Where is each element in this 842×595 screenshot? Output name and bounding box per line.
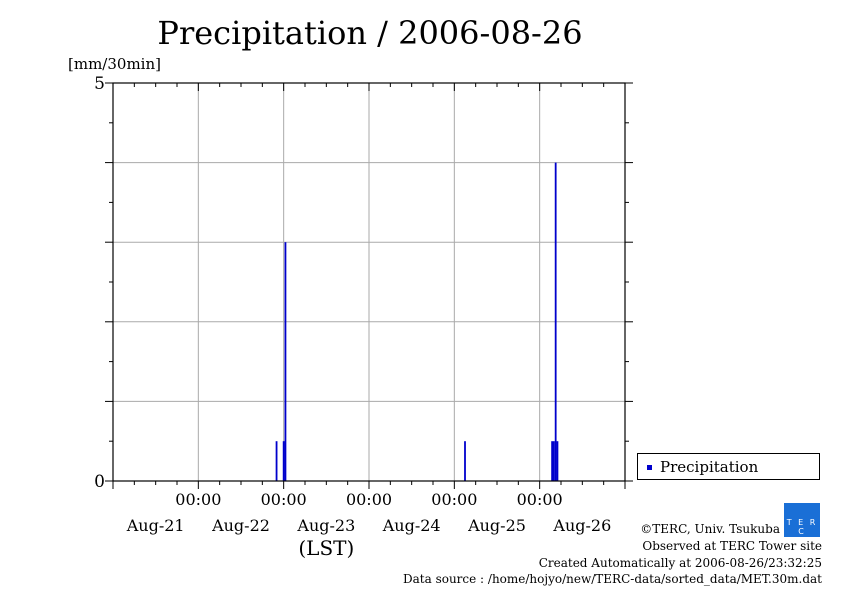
source-text: Data source : /home/hojyo/new/TERC-data/… xyxy=(403,572,822,586)
x-date-label: Aug-23 xyxy=(296,516,355,535)
terc-logo: T E R C xyxy=(784,503,820,537)
x-time-label: 00:00 xyxy=(517,490,563,509)
precipitation-bar xyxy=(556,441,559,481)
x-date-label: Aug-25 xyxy=(467,516,526,535)
legend-swatch xyxy=(647,465,652,470)
x-date-label: Aug-26 xyxy=(552,516,611,535)
precipitation-bar xyxy=(284,242,287,481)
precipitation-bar xyxy=(551,441,554,481)
y-tick-label: 5 xyxy=(94,74,105,94)
x-time-label: 00:00 xyxy=(175,490,221,509)
x-time-label: 00:00 xyxy=(261,490,307,509)
y-tick-label: 0 xyxy=(94,472,105,492)
x-date-label: Aug-22 xyxy=(211,516,270,535)
precipitation-bar xyxy=(552,441,555,481)
precipitation-bar xyxy=(464,441,466,481)
chart-title: Precipitation / 2006-08-26 xyxy=(157,14,583,52)
x-date-label: Aug-24 xyxy=(382,516,441,535)
x-date-label: Aug-21 xyxy=(126,516,185,535)
x-axis-label: (LST) xyxy=(298,536,354,560)
x-time-label: 00:00 xyxy=(346,490,392,509)
observed-text: Observed at TERC Tower site xyxy=(642,539,822,553)
plot-frame xyxy=(112,82,626,482)
copyright-text: ©TERC, Univ. Tsukuba xyxy=(640,522,780,536)
precipitation-bar xyxy=(554,162,557,481)
legend: Precipitation xyxy=(637,453,820,480)
y-axis-unit: [mm/30min] xyxy=(68,55,161,73)
legend-label: Precipitation xyxy=(660,458,759,476)
precipitation-bar xyxy=(275,441,278,481)
created-text: Created Automatically at 2006-08-26/23:3… xyxy=(538,556,822,570)
x-time-label: 00:00 xyxy=(431,490,477,509)
precipitation-bar xyxy=(282,441,285,481)
